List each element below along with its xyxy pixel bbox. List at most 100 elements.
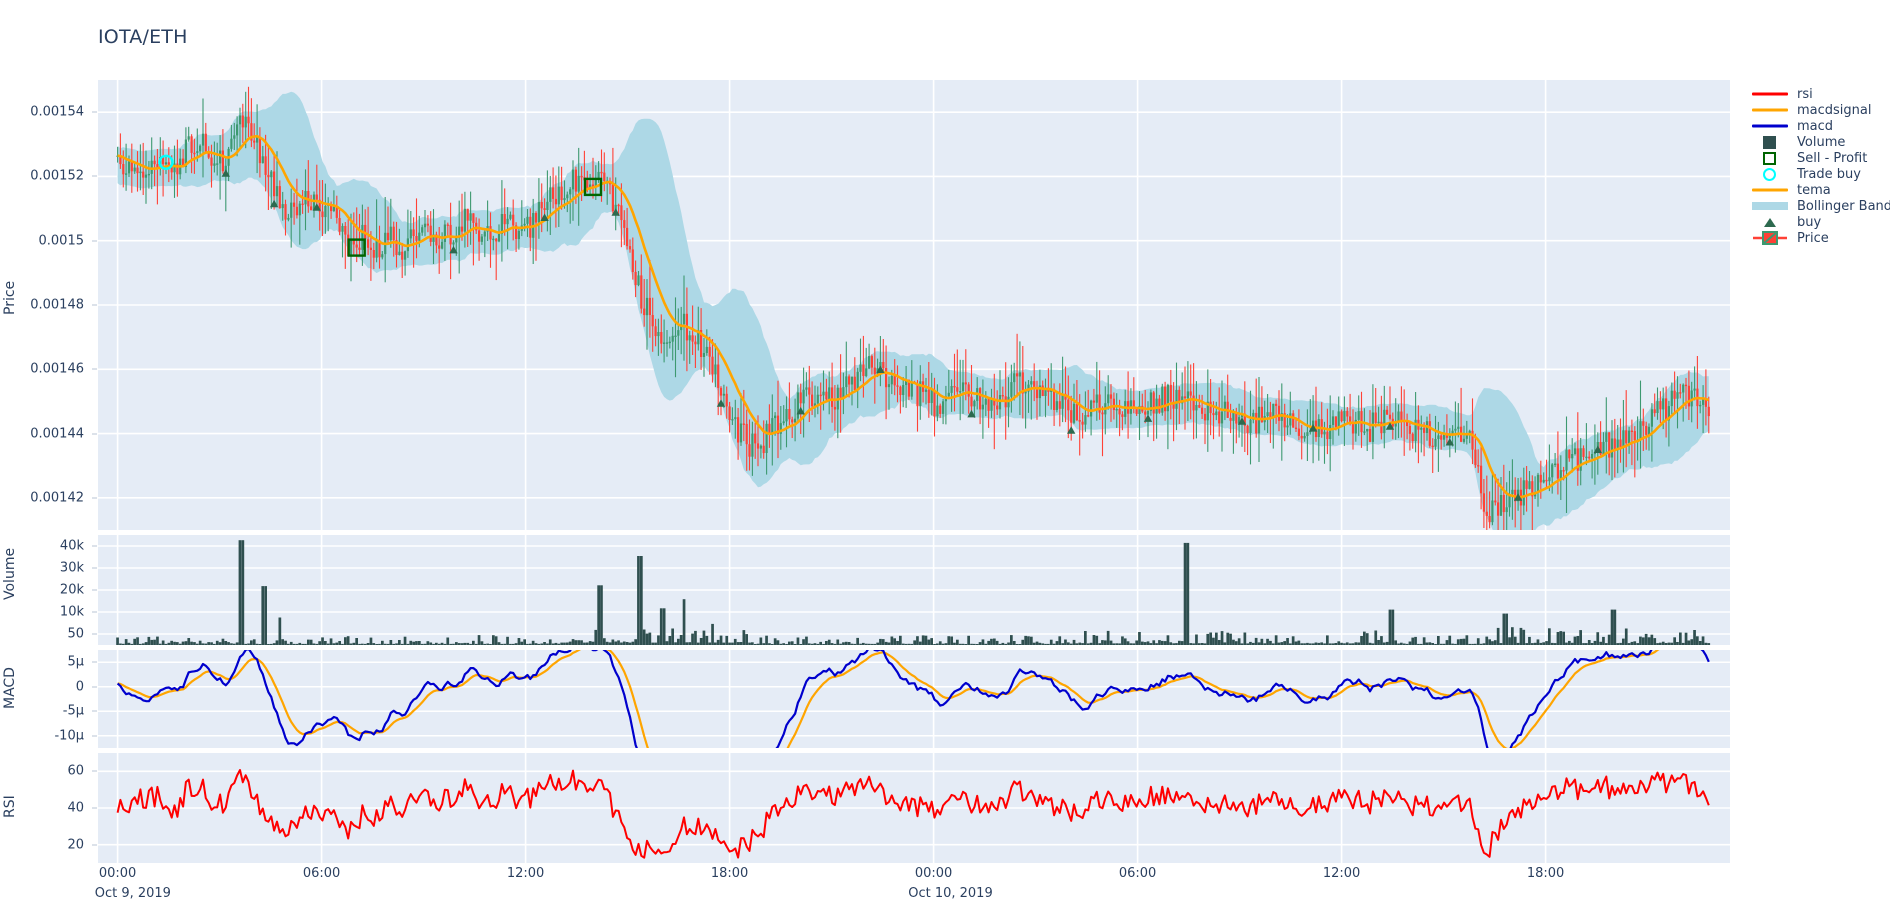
- rsi-y-tick-label: 40: [67, 800, 84, 816]
- legend-item[interactable]: Sell - Profit: [1750, 150, 1890, 166]
- price-y-axis: 0.00142 0.00144 0.00146 0.00148 0.0015 0.0015…: [0, 80, 97, 530]
- volume-y-tick-label: 30k: [59, 560, 84, 576]
- x-date-label: Oct 10, 2019: [908, 886, 993, 901]
- price-y-tick-label: 0.0015: [38, 233, 85, 249]
- macd-y-tickmark: [92, 661, 97, 663]
- legend-item-label: rsi: [1797, 86, 1813, 102]
- price-y-tick-label: 0.00148: [30, 297, 84, 313]
- volume-y-tick-label: 50: [67, 626, 84, 642]
- line-swatch-icon[interactable]: [1750, 102, 1790, 118]
- legend-item-label: Price: [1797, 230, 1829, 246]
- sell-profit-marker: [583, 177, 603, 197]
- rsi-y-axis: 20 40 60: [0, 753, 97, 863]
- price-y-tickmark: [92, 175, 97, 177]
- x-tick-label: 00:00: [914, 866, 953, 881]
- line-swatch-icon[interactable]: [1750, 118, 1790, 134]
- buy-marker: [1385, 422, 1395, 430]
- line-swatch-icon[interactable]: [1750, 182, 1790, 198]
- rsi-axis-title: RSI: [2, 795, 18, 818]
- macd-y-tickmark: [92, 735, 97, 737]
- line-swatch: [1752, 108, 1788, 112]
- x-tick-label: 00:00: [98, 866, 137, 881]
- hollow-circle: [1763, 168, 1776, 181]
- triangle-up: [1764, 218, 1776, 227]
- band-swatch-icon[interactable]: [1750, 198, 1790, 214]
- buy-marker: [312, 203, 321, 211]
- rsi-subplot: [98, 753, 1730, 863]
- volume-y-tickmark: [92, 589, 97, 591]
- rsi-y-tickmark: [92, 844, 97, 846]
- price-y-tick-label: 0.00146: [30, 361, 84, 377]
- macd-plot-svg: [98, 650, 1730, 748]
- legend-item[interactable]: Volume: [1750, 134, 1890, 150]
- buy-marker: [1308, 424, 1318, 432]
- filled-square-icon[interactable]: [1750, 134, 1790, 150]
- legend-item[interactable]: buy: [1750, 214, 1890, 230]
- hollow-square-icon[interactable]: [1750, 150, 1790, 166]
- macd-y-tick-label: 0: [75, 679, 84, 695]
- line-swatch: [1752, 188, 1788, 192]
- legend-item-label: buy: [1797, 214, 1822, 230]
- buy-marker: [716, 399, 726, 407]
- hollow-circle-icon[interactable]: [1750, 166, 1790, 182]
- buy-marker: [611, 208, 620, 216]
- page-title: IOTA/ETH: [98, 26, 188, 48]
- macdsignal-line: [117, 650, 1660, 748]
- legend-item-label: tema: [1797, 182, 1831, 198]
- x-tick-label: 18:00: [1526, 866, 1565, 881]
- legend-item-label: Trade buy: [1797, 166, 1861, 182]
- price-y-tickmark: [92, 111, 97, 113]
- volume-y-tickmark: [92, 567, 97, 569]
- macd-subplot: [98, 650, 1730, 748]
- volume-plot-svg: [98, 535, 1730, 645]
- buy-marker: [1513, 493, 1523, 501]
- volume-bars: [116, 540, 1711, 645]
- buy-marker: [269, 199, 279, 208]
- sell-profit-marker: [347, 238, 366, 257]
- price-y-tick-label: 0.00144: [30, 426, 84, 442]
- line-swatch: [1752, 124, 1788, 128]
- x-date-label: Oct 9, 2019: [94, 886, 171, 901]
- legend-item[interactable]: macd: [1750, 118, 1890, 134]
- legend-item[interactable]: macdsignal: [1750, 102, 1890, 118]
- buy-marker: [1143, 414, 1153, 422]
- legend-item[interactable]: rsi: [1750, 86, 1890, 102]
- trade-markers: [158, 154, 1602, 501]
- candlestick-icon[interactable]: [1750, 230, 1790, 246]
- buy-marker: [1067, 426, 1076, 434]
- legend-item-label: Bollinger Band: [1797, 198, 1890, 214]
- price-y-tick-label: 0.00142: [30, 490, 84, 506]
- macd-line: [116, 650, 1710, 748]
- legend-item-label: macd: [1797, 118, 1834, 134]
- legend-item-label: Sell - Profit: [1797, 150, 1868, 166]
- price-y-tick-label: 0.00154: [30, 104, 84, 120]
- legend-item[interactable]: Bollinger Band: [1750, 198, 1890, 214]
- legend-item[interactable]: tema: [1750, 182, 1890, 198]
- volume-y-tickmark: [92, 611, 97, 613]
- volume-axis-title: Volume: [2, 547, 18, 600]
- line-swatch-icon[interactable]: [1750, 86, 1790, 102]
- macd-axis-title: MACD: [2, 667, 18, 709]
- macd-y-tick-label: -10µ: [54, 728, 84, 744]
- buy-marker: [540, 213, 549, 221]
- band-swatch: [1752, 202, 1788, 210]
- buy-marker: [967, 409, 976, 418]
- volume-subplot: [98, 535, 1730, 645]
- volume-y-tickmark: [92, 633, 97, 635]
- legend-item-label: macdsignal: [1797, 102, 1872, 118]
- macd-y-tickmark: [92, 710, 97, 712]
- legend-item[interactable]: Price: [1750, 230, 1890, 246]
- price-y-tickmark: [92, 433, 97, 435]
- price-y-tick-label: 0.00152: [30, 168, 84, 184]
- x-tick-label: 18:00: [710, 866, 749, 881]
- legend-item[interactable]: Trade buy: [1750, 166, 1890, 182]
- candlestick-series: [116, 86, 1710, 530]
- triangle-up-icon[interactable]: [1750, 214, 1790, 230]
- rsi-y-tickmark: [92, 770, 97, 772]
- price-y-tickmark: [92, 368, 97, 370]
- rsi-y-tick-label: 60: [67, 763, 84, 779]
- volume-y-tick-label: 10k: [59, 604, 84, 620]
- chart-legend: rsi macdsignal macd Volume Sell - Profit Trad…: [1750, 86, 1890, 246]
- buy-marker: [1593, 445, 1602, 453]
